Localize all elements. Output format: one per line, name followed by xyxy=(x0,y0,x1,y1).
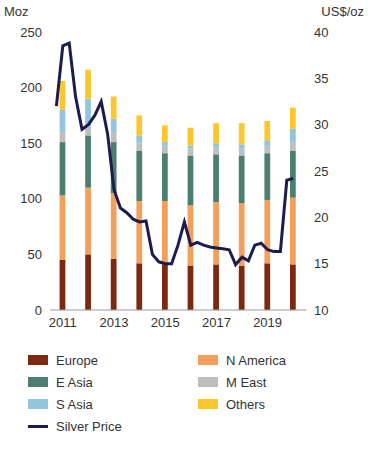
svg-text:15: 15 xyxy=(314,256,328,271)
html-text:Moz: Moz xyxy=(4,4,29,19)
html-text:Others: Others xyxy=(226,396,265,412)
svg-text:2015: 2015 xyxy=(151,315,180,330)
html-text:E Asia: E Asia xyxy=(56,374,93,390)
svg-text:40: 40 xyxy=(314,25,328,40)
svg-text:25: 25 xyxy=(314,164,328,179)
svg-text:200: 200 xyxy=(20,80,42,95)
svg-text:150: 150 xyxy=(20,136,42,151)
svg-text:35: 35 xyxy=(314,71,328,86)
svg-text:100: 100 xyxy=(20,191,42,206)
svg-text:10: 10 xyxy=(314,303,328,318)
svg-text:2013: 2013 xyxy=(100,315,129,330)
svg-text:2019: 2019 xyxy=(253,315,282,330)
svg-text:50: 50 xyxy=(28,247,42,262)
svg-text:2011: 2011 xyxy=(49,315,77,330)
html-text:S Asia: S Asia xyxy=(56,396,93,412)
html-text:Europe: Europe xyxy=(56,352,98,368)
html-text:US$/oz: US$/oz xyxy=(321,4,364,19)
svg-text:2017: 2017 xyxy=(202,315,231,330)
svg-text:0: 0 xyxy=(35,303,42,318)
svg-text:30: 30 xyxy=(314,117,328,132)
html-text:Silver Price: Silver Price xyxy=(56,418,122,434)
html-text:M East: M East xyxy=(226,374,267,390)
html-text:N America: N America xyxy=(226,352,286,368)
svg-text:250: 250 xyxy=(20,25,42,40)
svg-text:20: 20 xyxy=(314,210,328,225)
